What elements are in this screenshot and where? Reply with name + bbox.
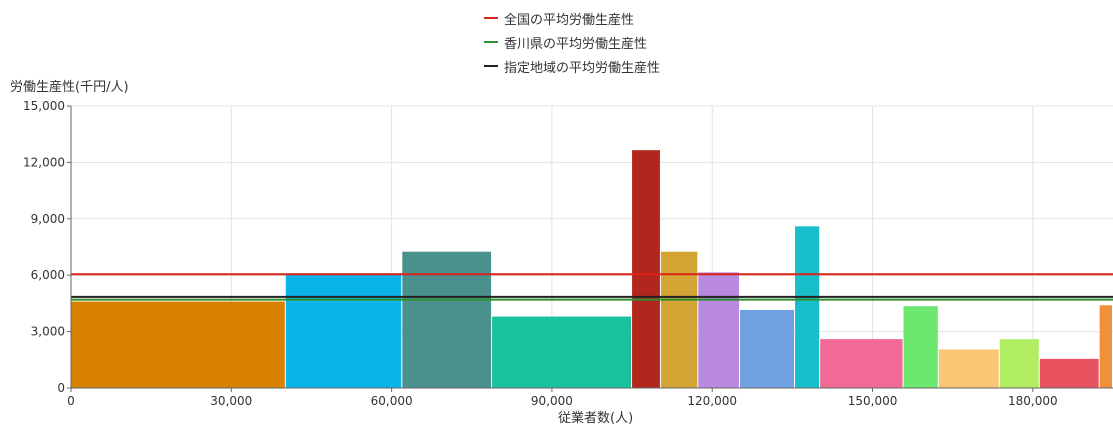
legend-swatch-kagawa	[484, 41, 498, 43]
y-tick-label: 6,000	[31, 268, 65, 282]
legend: 全国の平均労働生産性 香川県の平均労働生産性 指定地域の平均労働生産性	[484, 6, 660, 78]
y-tick-label: 15,000	[23, 99, 65, 113]
bars	[71, 150, 1112, 388]
bar-6[interactable]	[698, 272, 740, 388]
bar-10[interactable]	[903, 306, 938, 388]
average-lines	[71, 273, 1113, 301]
x-tick-label: 30,000	[210, 394, 252, 408]
bar-9[interactable]	[820, 339, 903, 388]
x-tick-label: 0	[67, 394, 75, 408]
bar-1[interactable]	[285, 273, 402, 388]
bar-13[interactable]	[1039, 358, 1099, 388]
bar-5[interactable]	[660, 251, 698, 388]
legend-label-region: 指定地域の平均労働生産性	[504, 60, 661, 76]
y-tick-label: 9,000	[31, 212, 65, 226]
legend-item-kagawa[interactable]: 香川県の平均労働生産性	[484, 30, 660, 54]
axes: 0 3,000 6,000 9,000 12,000 15,000 0 30,000 60,00…	[23, 99, 1113, 408]
bar-2[interactable]	[402, 251, 492, 388]
bar-4[interactable]	[632, 150, 660, 388]
legend-swatch-national	[484, 17, 498, 19]
legend-label-kagawa: 香川県の平均労働生産性	[504, 36, 648, 52]
bar-7[interactable]	[740, 309, 795, 388]
bar-14[interactable]	[1099, 305, 1112, 388]
bar-0[interactable]	[71, 301, 285, 388]
legend-swatch-region	[484, 65, 498, 67]
bar-8[interactable]	[795, 226, 820, 388]
x-tick-label: 120,000	[687, 394, 737, 408]
y-axis-title: 労働生産性(千円/人)	[10, 80, 129, 95]
y-tick-label: 3,000	[31, 325, 65, 339]
y-tick-label: 0	[57, 381, 65, 395]
x-tick-label: 180,000	[1008, 394, 1058, 408]
x-axis-title: 従業者数(人)	[558, 411, 634, 426]
legend-item-national[interactable]: 全国の平均労働生産性	[484, 6, 660, 30]
legend-item-region[interactable]: 指定地域の平均労働生産性	[484, 54, 660, 78]
bar-11[interactable]	[938, 349, 999, 388]
bar-3[interactable]	[492, 316, 632, 388]
x-tick-label: 150,000	[848, 394, 898, 408]
x-tick-label: 60,000	[371, 394, 413, 408]
legend-label-national: 全国の平均労働生産性	[504, 12, 635, 28]
y-tick-label: 12,000	[23, 155, 65, 169]
x-tick-label: 90,000	[531, 394, 573, 408]
bar-12[interactable]	[999, 339, 1039, 388]
